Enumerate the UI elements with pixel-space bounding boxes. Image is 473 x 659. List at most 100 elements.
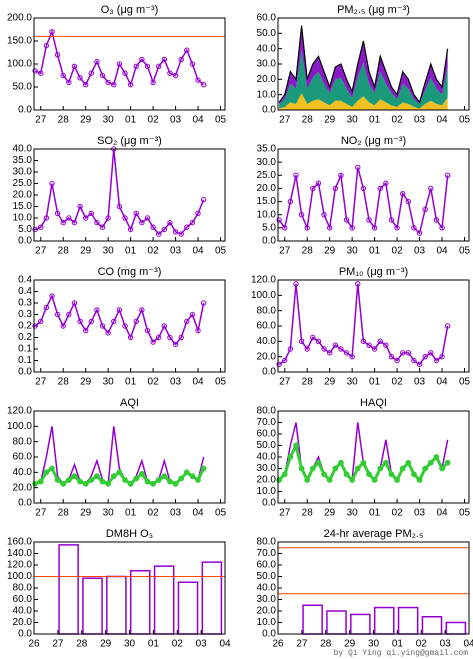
point — [343, 217, 350, 223]
point — [178, 475, 185, 482]
x-tick-label: 05 — [215, 115, 227, 126]
y-tick-label: 80.0 — [257, 537, 277, 548]
point — [349, 477, 356, 483]
y-tick-label: 80.0 — [13, 436, 33, 447]
y-tick-label: 120.0 — [7, 560, 32, 571]
point — [94, 473, 100, 480]
point — [167, 334, 173, 341]
y-tick-label: 100.0 — [7, 421, 32, 432]
point — [315, 180, 322, 186]
series-line — [34, 294, 205, 346]
y-tick-label: 80.0 — [257, 305, 277, 316]
point — [310, 185, 316, 192]
y-tick-label: 15.0 — [13, 201, 33, 212]
y-tick-label: 0.0 — [18, 367, 32, 378]
point — [293, 442, 299, 449]
point — [127, 82, 134, 88]
point — [178, 231, 184, 237]
y-tick-label: 120.0 — [7, 406, 32, 417]
y-tick-label: 0.0 — [262, 105, 276, 116]
x-tick-label: 29 — [80, 246, 92, 257]
x-tick-label: 04 — [219, 639, 231, 650]
point — [144, 63, 151, 70]
point — [150, 480, 156, 487]
y-tick-label: 10.0 — [13, 213, 33, 224]
x-tick-label: 01 — [369, 377, 381, 388]
x-tick-label: 03 — [170, 246, 182, 257]
y-tick-label: 20.0 — [13, 482, 33, 493]
x-tick-label: 03 — [196, 639, 208, 650]
point — [99, 224, 106, 230]
point — [133, 63, 139, 70]
y-tick-label: 15.0 — [257, 196, 277, 207]
y-tick-label: 100.0 — [7, 59, 32, 70]
x-tick-label: 26 — [28, 639, 40, 650]
y-tick-label: 0.0 — [18, 236, 32, 247]
point — [167, 478, 173, 485]
point — [82, 480, 89, 487]
y-tick-label: 30.0 — [257, 59, 277, 70]
x-tick-label: 05 — [459, 508, 471, 519]
panel-title: NO₂ (μg m⁻³) — [341, 135, 406, 147]
point — [405, 459, 412, 466]
y-tick-label: 80.0 — [257, 406, 277, 417]
point — [43, 42, 50, 49]
point — [150, 339, 156, 345]
point — [172, 480, 179, 487]
point — [178, 56, 184, 63]
point — [360, 459, 367, 466]
x-tick-label: 05 — [459, 246, 471, 257]
x-tick-label: 02 — [148, 508, 160, 519]
x-tick-label: 30 — [347, 115, 359, 126]
y-tick-label: 0.3 — [18, 309, 32, 320]
y-tick-label: 50.0 — [257, 28, 277, 39]
point — [332, 185, 338, 192]
y-tick-label: 0.3 — [18, 298, 32, 309]
point — [105, 330, 111, 336]
x-tick-label: 02 — [148, 377, 160, 388]
point — [161, 56, 168, 63]
x-tick-label: 27 — [279, 508, 291, 519]
x-tick-label: 27 — [35, 115, 47, 126]
point — [99, 72, 106, 79]
panel-title: 24-hr average PM₂.₅ — [324, 528, 424, 540]
point — [60, 219, 66, 226]
y-tick-label: 0.0 — [262, 629, 276, 640]
plot-frame — [277, 410, 470, 504]
point — [88, 477, 95, 483]
y-tick-label: 20.0 — [13, 190, 33, 201]
point — [287, 346, 294, 352]
point — [422, 465, 429, 472]
x-tick-label: 29 — [80, 508, 92, 519]
x-tick-label: 28 — [302, 115, 314, 126]
point — [444, 172, 451, 178]
point — [133, 475, 140, 482]
x-tick-label: 27 — [279, 377, 291, 388]
point — [195, 210, 201, 217]
x-tick-label: 27 — [296, 639, 308, 650]
x-tick-label: 02 — [148, 115, 160, 126]
point — [416, 477, 423, 483]
point — [99, 478, 106, 485]
point — [32, 68, 38, 74]
x-tick-label: 27 — [35, 377, 47, 388]
x-tick-label: 01 — [125, 115, 137, 126]
y-tick-label: 40.0 — [13, 467, 33, 478]
point — [111, 82, 117, 88]
y-tick-label: 0.0 — [18, 498, 32, 509]
point — [43, 215, 50, 221]
x-tick-label: 28 — [58, 508, 70, 519]
series-line — [34, 148, 205, 236]
x-tick-label: 04 — [436, 377, 448, 388]
point — [161, 473, 168, 480]
point — [189, 219, 196, 226]
point — [167, 70, 173, 76]
point — [54, 210, 61, 217]
x-tick-label: 03 — [170, 377, 182, 388]
point — [139, 56, 145, 63]
x-tick-label: 28 — [58, 246, 70, 257]
x-tick-label: 02 — [392, 246, 404, 257]
point — [321, 212, 327, 218]
point — [99, 323, 106, 329]
x-tick-label: 29 — [80, 377, 92, 388]
